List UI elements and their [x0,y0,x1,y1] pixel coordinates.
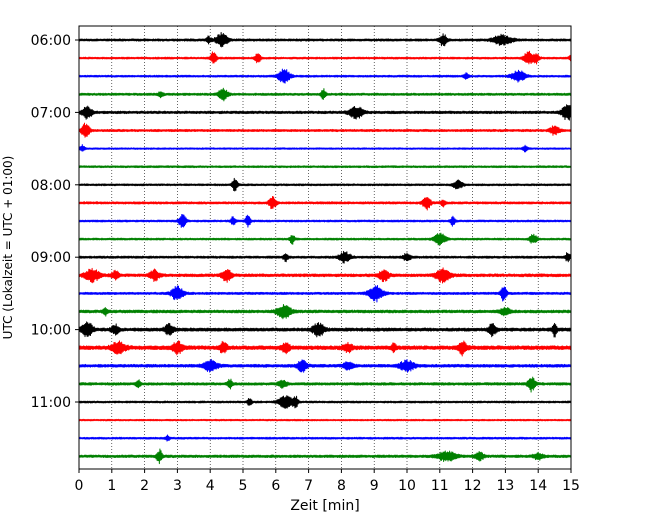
x-tick-label: 7 [304,478,313,494]
trace-line [78,340,572,357]
trace-line [78,122,572,138]
x-tick-label: 11 [431,478,449,494]
x-tick-label: 15 [562,478,580,494]
x-tick-label: 13 [496,478,514,494]
trace-line [78,358,572,373]
x-axis-label: Zeit [min] [290,498,359,514]
trace-line [78,104,572,121]
y-tick-label: 08:00 [31,178,71,194]
trace-group [78,31,572,465]
x-tick-label: 10 [398,478,416,494]
y-tick-label: 07:00 [31,105,71,121]
y-axis-label: UTC (Lokalzeit = UTC + 01:00) [1,156,15,340]
trace-line [78,434,572,442]
trace-line [78,321,572,338]
trace-line [78,213,572,228]
plot-frame [78,25,572,470]
x-tick-label: 12 [464,478,482,494]
grid-lines [111,26,539,469]
x-tick-label: 3 [173,478,182,494]
x-tick-label: 9 [370,478,379,494]
trace-line [78,232,572,246]
trace-line [78,87,572,102]
trace-line [78,448,572,465]
trace-line [78,284,572,303]
trace-line [78,250,572,264]
trace-line [78,195,572,211]
trace-line [78,50,572,65]
x-tick-label: 0 [75,478,84,494]
x-tick-label: 4 [206,478,215,494]
trace-line [78,395,572,409]
trace-line [78,31,572,48]
x-tick-label: 1 [107,478,116,494]
trace-line [78,165,572,169]
y-axis: 06:00 07:00 08:00 09:00 10:00 11:00 [31,33,79,411]
x-axis: 0 1 2 3 4 5 6 7 8 9 10 11 12 13 14 15 [75,469,580,494]
y-tick-label: 06:00 [31,33,71,49]
trace-line [78,68,572,84]
x-tick-label: 5 [239,478,248,494]
trace-line [78,144,572,153]
x-tick-label: 6 [271,478,280,494]
x-tick-label: 14 [529,478,547,494]
trace-line [78,304,572,320]
trace-line [78,376,572,393]
y-tick-label: 09:00 [31,250,71,266]
trace-line [78,267,572,284]
y-tick-label: 11:00 [31,395,71,411]
trace-line [78,418,572,422]
x-tick-label: 2 [140,478,149,494]
trace-line [78,177,572,192]
y-tick-label: 10:00 [31,323,71,339]
x-tick-label: 8 [337,478,346,494]
